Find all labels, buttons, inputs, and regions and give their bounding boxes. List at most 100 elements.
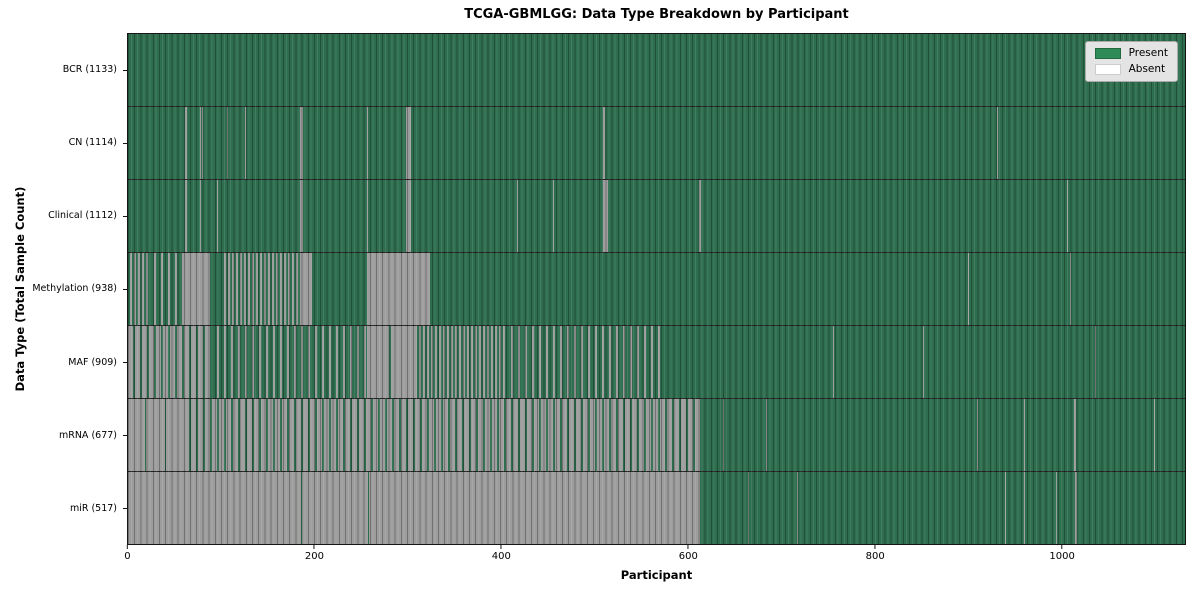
segment-absent xyxy=(723,399,725,471)
segment-absent xyxy=(184,180,187,252)
segment-present xyxy=(1075,399,1155,471)
segment-present xyxy=(1024,399,1074,471)
segment-present xyxy=(517,180,554,252)
x-axis-ticks: 0 200 400 600 800 1000 xyxy=(124,545,1186,565)
data-row-miR xyxy=(128,472,1185,544)
segment-absent xyxy=(166,399,184,471)
segment-absent xyxy=(1067,180,1069,252)
x-tick-mark xyxy=(874,545,876,549)
segment-present xyxy=(410,180,518,252)
segment-present xyxy=(367,180,406,252)
segment-absent xyxy=(602,107,605,179)
segment-absent xyxy=(996,107,999,179)
x-tick-label: 1000 xyxy=(1049,551,1075,562)
y-tick-mark xyxy=(123,508,127,510)
y-tick-CN: CN (1114) xyxy=(0,106,127,179)
segment-present xyxy=(977,399,1024,471)
x-tick-200: 200 xyxy=(305,545,324,562)
x-tick-mark xyxy=(500,545,502,549)
segment-present xyxy=(608,180,699,252)
segment-mixed xyxy=(417,326,506,398)
plot-area: Present Absent xyxy=(127,33,1186,545)
y-tick-label-miR: miR (517) xyxy=(69,502,117,514)
segment-present xyxy=(128,180,185,252)
data-row-MAF xyxy=(128,326,1185,399)
segment-absent xyxy=(368,472,700,544)
segment-present xyxy=(245,107,300,179)
segment-absent xyxy=(128,472,301,544)
y-tick-Methylation: Methylation (938) xyxy=(0,252,127,325)
segment-present xyxy=(749,472,797,544)
segment-absent xyxy=(1154,399,1156,471)
segment-absent xyxy=(602,180,609,252)
segment-present xyxy=(186,180,200,252)
x-tick-label: 0 xyxy=(124,551,131,562)
segment-absent xyxy=(967,253,970,325)
chart-title: TCGA-GBMLGG: Data Type Breakdown by Part… xyxy=(464,7,849,22)
segment-mixed xyxy=(128,253,149,325)
y-tick-label-Clinical: Clinical (1112) xyxy=(48,210,117,222)
segment-present xyxy=(1024,472,1057,544)
segment-mixed xyxy=(222,253,302,325)
segment-absent xyxy=(796,472,798,544)
segment-absent xyxy=(1070,253,1072,325)
data-row-Methylation xyxy=(128,253,1185,326)
segment-absent xyxy=(1056,472,1058,544)
legend-present-swatch xyxy=(1094,48,1121,59)
x-tick-0: 0 xyxy=(124,545,131,562)
segment-mostly xyxy=(183,399,700,471)
segment-present xyxy=(200,107,202,179)
segment-absent xyxy=(226,107,228,179)
x-axis-title: Participant xyxy=(620,568,693,582)
segment-present xyxy=(699,472,749,544)
y-axis-labels: BCR (1133) CN (1114) Clinical (1112) Methyl… xyxy=(0,33,127,545)
segment-absent xyxy=(199,180,201,252)
x-tick-800: 800 xyxy=(866,545,885,562)
segment-mostly xyxy=(148,253,184,325)
segment-absent xyxy=(1073,399,1076,471)
segment-present xyxy=(1005,472,1024,544)
segment-present xyxy=(410,107,603,179)
y-tick-label-Methylation: Methylation (938) xyxy=(32,283,117,295)
segment-present xyxy=(1096,326,1185,398)
segment-present xyxy=(217,180,300,252)
data-row-Clinical xyxy=(128,180,1185,253)
segment-present xyxy=(969,253,1071,325)
segment-absent xyxy=(128,399,145,471)
segment-present xyxy=(367,107,406,179)
segment-absent xyxy=(1074,472,1077,544)
legend-entry-present: Present xyxy=(1094,47,1168,59)
y-tick-mark xyxy=(123,362,127,364)
segment-absent xyxy=(748,472,750,544)
segment-absent xyxy=(366,180,368,252)
legend-present-label: Present xyxy=(1128,47,1168,59)
segment-absent xyxy=(184,107,187,179)
segment-mostly xyxy=(505,326,660,398)
segment-present xyxy=(227,107,245,179)
segment-present xyxy=(200,180,217,252)
x-tick-label: 800 xyxy=(865,551,885,562)
segment-present xyxy=(210,253,223,325)
segment-absent xyxy=(145,399,166,471)
segment-absent xyxy=(201,107,203,179)
segment-absent xyxy=(391,326,418,398)
segment-mostly xyxy=(211,326,367,398)
segment-absent xyxy=(1094,326,1097,398)
segment-absent xyxy=(216,180,218,252)
data-row-BCR xyxy=(128,34,1185,107)
segment-absent xyxy=(299,107,304,179)
segment-present xyxy=(700,180,1068,252)
legend-entry-absent: Absent xyxy=(1094,64,1168,75)
segment-present xyxy=(767,399,977,471)
segment-absent xyxy=(301,472,368,544)
segment-present xyxy=(1071,253,1185,325)
segment-mostly xyxy=(128,326,212,398)
y-tick-Clinical: Clinical (1112) xyxy=(0,179,127,252)
x-tick-label: 400 xyxy=(491,551,511,562)
segment-absent xyxy=(406,180,411,252)
segment-absent xyxy=(244,107,246,179)
legend: Present Absent xyxy=(1084,41,1178,82)
segment-present xyxy=(300,472,302,544)
segment-present xyxy=(1155,399,1185,471)
segment-present xyxy=(604,107,997,179)
